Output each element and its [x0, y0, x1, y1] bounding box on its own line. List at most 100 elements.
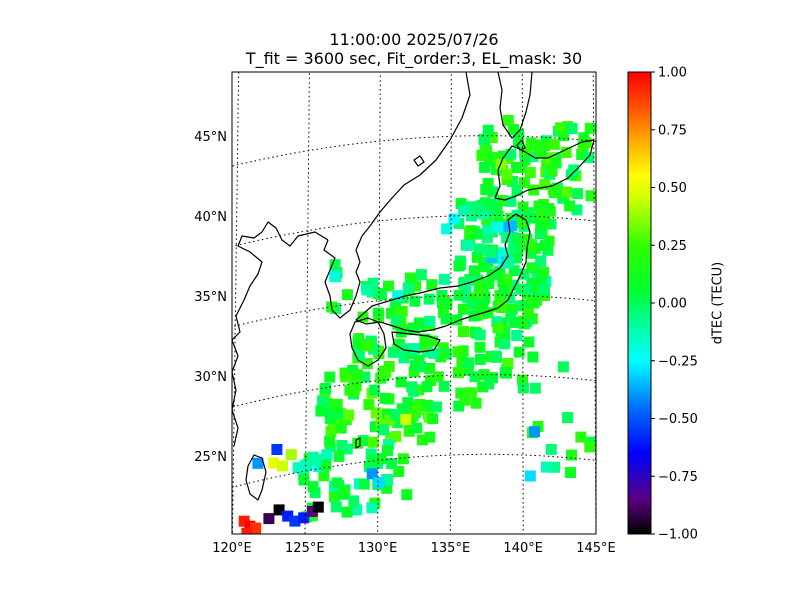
longitude-tick-label: 130°E: [358, 541, 398, 556]
dtec-observation-cell: [407, 322, 419, 334]
dtec-observation-cell: [366, 502, 378, 514]
dtec-observation-cell: [463, 357, 474, 369]
longitude-tick-label: 120°E: [212, 541, 252, 556]
japan-kyushu-coastline: [349, 317, 387, 367]
dtec-observation-cell: [460, 282, 472, 294]
dtec-observation-cell: [381, 482, 393, 494]
dtec-observation-cell: [524, 167, 536, 178]
dtec-observation-cell: [473, 287, 485, 298]
dtec-observation-cell: [425, 375, 436, 386]
dtec-observation-cell: [474, 278, 485, 290]
dtec-observation-cell: [518, 268, 530, 280]
dtec-observation-cell: [522, 308, 534, 319]
dtec-observation-cell: [538, 266, 550, 278]
dtec-observation-cell: [564, 200, 576, 212]
dtec-observation-cell: [417, 434, 428, 446]
dtec-observation-cell: [528, 184, 540, 196]
dtec-observation-cell: [244, 520, 256, 532]
dtec-observation-cell: [381, 445, 393, 457]
dtec-observation-cell: [427, 413, 439, 425]
dtec-observation-cell: [365, 448, 377, 460]
dtec-observation-cell: [437, 297, 448, 309]
dtec-observation-cell: [378, 424, 390, 436]
dtec-observation-cell: [403, 425, 415, 437]
colorbar-tick-label: 0.50: [658, 181, 687, 196]
dtec-observation-cell: [494, 266, 506, 278]
dtec-observation-cell: [333, 450, 345, 462]
dtec-observation-cell: [470, 397, 482, 409]
dtec-observation-cell: [474, 353, 486, 365]
dtec-observation-cell: [315, 405, 327, 417]
dtec-observation-cell: [399, 343, 410, 355]
dtec-observation-cell: [351, 504, 363, 516]
dtec-observation-cell: [527, 212, 539, 224]
dtec-observation-cell: [440, 313, 452, 325]
dtec-observation-cell: [482, 224, 494, 236]
dtec-observation-cell: [491, 351, 502, 363]
dtec-observation-cell: [361, 358, 373, 370]
dtec-observation-cell: [486, 132, 498, 143]
dtec-observation-cell: [390, 408, 402, 420]
dtec-observation-cell: [474, 329, 486, 341]
dtec-observation-cell: [361, 284, 373, 296]
dtec-observation-cell: [341, 289, 353, 301]
colorbar-tick-label: 0.25: [658, 239, 687, 254]
dtec-observation-cell: [398, 352, 410, 364]
dtec-observation-cell: [453, 289, 465, 301]
parallel-line: [232, 453, 596, 488]
dtec-observation-cell: [408, 385, 420, 397]
dtec-observation-cell: [505, 148, 517, 160]
latitude-tick-label: 45°N: [194, 130, 227, 145]
dtec-observation-cell: [578, 132, 590, 144]
dtec-observation-cell: [396, 403, 408, 415]
dtec-observation-cell: [482, 307, 494, 319]
dtec-observation-cell: [386, 458, 398, 470]
colorbar-tick-label: −0.75: [658, 470, 698, 485]
dtec-observation-cell: [421, 381, 433, 393]
dtec-observation-cell: [466, 210, 477, 222]
dtec-observation-cell: [519, 154, 531, 166]
dtec-observation-cell: [396, 305, 408, 317]
dtec-observation-cell: [455, 198, 467, 210]
dtec-observation-cell: [513, 346, 525, 358]
dtec-observation-cell: [432, 371, 444, 383]
dtec-observation-cell: [451, 314, 463, 326]
dtec-observation-cell: [383, 280, 394, 292]
dtec-observation-cell: [329, 270, 341, 282]
dtec-observation-cell: [252, 457, 264, 469]
dtec-observation-cell: [405, 272, 416, 284]
dtec-observation-cell: [306, 505, 318, 517]
dtec-observation-cell: [320, 383, 332, 394]
dtec-observation-cell: [519, 300, 531, 312]
parallel-line: [232, 135, 596, 167]
dtec-observation-cell: [477, 381, 489, 393]
dtec-observation-cell: [462, 239, 474, 251]
dtec-observation-cell: [437, 342, 449, 354]
dtec-observation-cell: [465, 225, 477, 237]
taiwan-coastline: [245, 454, 267, 501]
dtec-observation-cell: [565, 467, 576, 479]
dtec-observation-cell: [292, 462, 304, 474]
meridian-line: [449, 72, 452, 534]
dtec-observation-cell: [496, 302, 508, 313]
dtec-observation-cell: [379, 392, 391, 404]
dtec-observation-cell: [487, 372, 498, 384]
dtec-observation-cell: [397, 453, 409, 465]
dtec-observation-cell: [543, 203, 555, 214]
dtec-observation-cell: [407, 410, 419, 422]
meridian-line: [304, 72, 310, 534]
dtec-observation-cell: [373, 477, 385, 488]
dtec-observation-cell: [529, 426, 541, 438]
dtec-observation-cell: [529, 382, 541, 394]
dtec-observation-cell: [461, 364, 473, 376]
dtec-observation-cell: [402, 324, 413, 336]
colorbar-tick-label: −1.00: [658, 528, 698, 543]
dtec-observation-cell: [390, 315, 402, 327]
dtec-observation-cell: [238, 515, 250, 527]
dtec-observation-cell: [585, 190, 596, 202]
dtec-observation-cell: [528, 139, 540, 151]
dtec-observation-cell: [311, 453, 323, 465]
meridian-line: [232, 72, 240, 534]
korea-coastline: [323, 235, 363, 319]
